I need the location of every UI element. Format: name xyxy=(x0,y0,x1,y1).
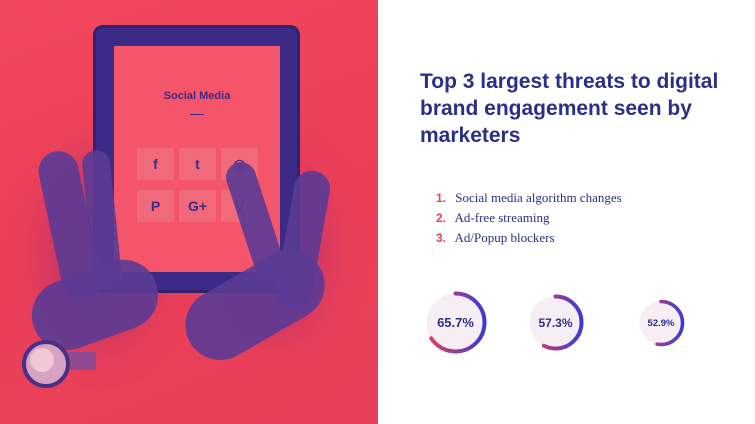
gauge-background xyxy=(426,293,485,352)
gauge-background xyxy=(639,301,683,345)
gauge-value: 52.9% xyxy=(647,317,675,329)
facebook-icon: f xyxy=(137,148,174,180)
screen-title: Social Media xyxy=(163,90,231,102)
gauge-arc xyxy=(527,294,584,351)
list-number: 1. xyxy=(436,191,447,205)
list-item-label: Ad-free streaming xyxy=(454,210,550,225)
list-item: 2. Ad-free streaming xyxy=(436,208,622,228)
list-item: 3. Ad/Popup blockers xyxy=(436,228,622,248)
gauge-ring xyxy=(424,291,487,354)
pinterest-icon: P xyxy=(137,190,174,222)
google-plus-icon: G+ xyxy=(179,190,216,222)
threat-list: 1. Social media algorithm changes 2. Ad-… xyxy=(436,188,622,248)
list-number: 3. xyxy=(436,231,447,245)
gauge-1: 65.7% xyxy=(424,291,487,354)
gauge-ring xyxy=(527,294,584,351)
list-item-label: Ad/Popup blockers xyxy=(454,230,555,245)
list-item-label: Social media algorithm changes xyxy=(455,190,622,205)
screen-divider xyxy=(190,114,204,115)
slide-title: Top 3 largest threats to digital brand e… xyxy=(420,70,719,147)
list-number: 2. xyxy=(436,211,447,225)
gauge-value: 65.7% xyxy=(437,315,474,330)
twitter-icon: t xyxy=(179,148,216,180)
gauge-3: 52.9% xyxy=(637,299,685,347)
list-item: 1. Social media algorithm changes xyxy=(436,188,622,208)
watch-face xyxy=(30,348,54,372)
gauge-value: 57.3% xyxy=(538,315,573,330)
gauge-arc xyxy=(424,291,487,354)
gauge-ring xyxy=(637,299,685,347)
gauge-2: 57.3% xyxy=(527,294,584,351)
tablet-photo: Social Media f t ◎ P G+ V xyxy=(0,0,378,424)
gauge-background xyxy=(529,296,582,349)
gauge-arc xyxy=(637,299,685,347)
